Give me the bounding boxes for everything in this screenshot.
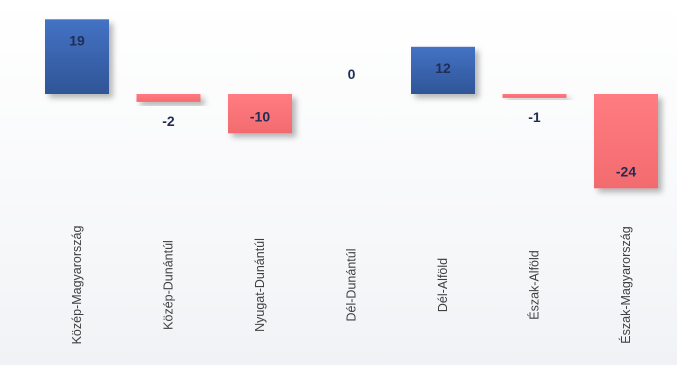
- data-label--szak-alf-ld: -1: [528, 109, 541, 125]
- category-label-d-l-alf-ld: Dél-Alföld: [436, 258, 450, 312]
- category-label-d-l-dun-nt-l: Dél-Dunántúl: [345, 249, 359, 322]
- category-label--szak-magyarorsz-g: Észak-Magyarország: [618, 226, 633, 343]
- bar-d-l-alf-ld: [411, 46, 475, 94]
- data-label-k-z-p-dun-nt-l: -2: [162, 113, 175, 129]
- bar-k-z-p-dun-nt-l: [136, 94, 201, 102]
- category-label-nyugat-dun-nt-l: Nyugat-Dunántúl: [253, 238, 267, 332]
- data-label-d-l-dun-nt-l: 0: [348, 66, 356, 82]
- data-label--szak-magyarorsz-g: -24: [616, 163, 636, 179]
- category-label-k-z-p-magyarorsz-g: Közép-Magyarország: [70, 226, 84, 345]
- bar--szak-alf-ld: [502, 94, 567, 98]
- data-label-d-l-alf-ld: 12: [435, 60, 451, 76]
- data-label-k-z-p-magyarorsz-g: 19: [69, 32, 85, 48]
- data-label-nyugat-dun-nt-l: -10: [250, 108, 270, 124]
- category-label--szak-alf-ld: Észak-Alföld: [527, 250, 542, 320]
- bar-k-z-p-magyarorsz-g: [45, 19, 109, 94]
- bar-nyugat-dun-nt-l: [228, 94, 292, 134]
- bar--szak-magyarorsz-g: [594, 94, 658, 189]
- category-label-k-z-p-dun-nt-l: Közép-Dunántúl: [162, 240, 176, 330]
